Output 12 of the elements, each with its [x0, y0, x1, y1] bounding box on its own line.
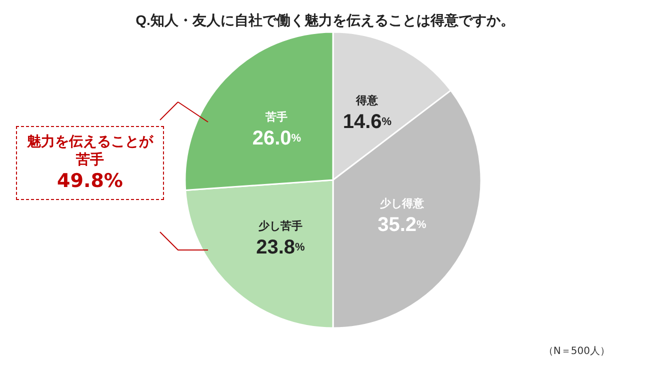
- slice-label: 得意: [355, 94, 380, 108]
- text: 魅力を伝えることが苦手: [26, 133, 154, 169]
- slice-label: 苦手: [264, 110, 288, 124]
- data-label: 23.8%: [256, 236, 306, 258]
- data-label: 26.0%: [252, 127, 302, 150]
- slice-label: 少し得意: [378, 197, 425, 210]
- text: 49.8%: [56, 169, 124, 193]
- data-label: 35.2%: [378, 214, 427, 236]
- text: （N＝500人）: [543, 345, 610, 358]
- slice-label: 少し苦手: [257, 219, 302, 232]
- chart-title: Q.知人・友人に自社で働く魅力を伝えることは得意ですか。: [136, 12, 514, 28]
- data-label: 14.6%: [342, 111, 392, 134]
